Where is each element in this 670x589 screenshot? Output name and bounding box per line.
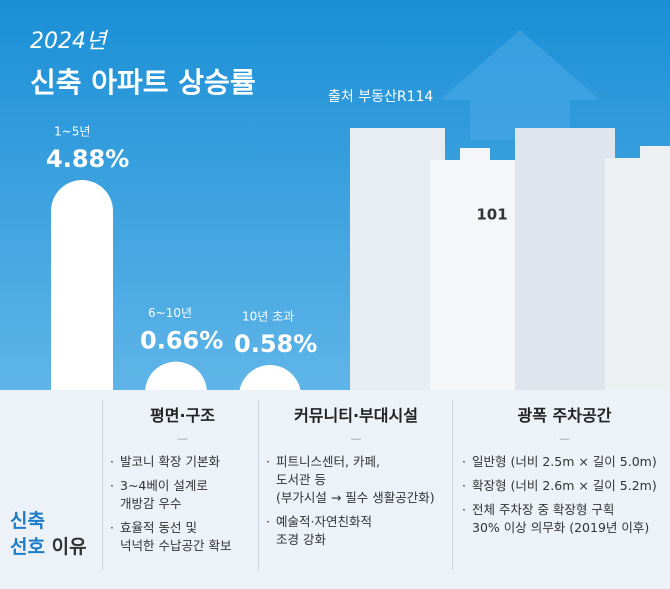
item-line: 조경 강화	[276, 532, 326, 547]
divider: —	[177, 432, 188, 445]
item-line: 전체 주차장 중 확장형 구획	[472, 502, 615, 517]
reason-item: 전체 주차장 중 확장형 구획 30% 이상 의무화 (2019년 이후)	[462, 501, 667, 537]
column-title: 광폭 주차공간	[517, 406, 612, 425]
item-line: 넉넉한 수납공간 확보	[120, 538, 232, 553]
column-title: 평면·구조	[150, 406, 215, 425]
heading-part: 신축	[10, 510, 45, 532]
heading-part: 선호	[10, 536, 45, 558]
item-line: 도서관 등	[276, 472, 326, 487]
item-line: 일반형 (너비 2.5m × 길이 5.0m)	[472, 454, 657, 469]
item-line: 개방감 우수	[120, 496, 182, 511]
value-label: 4.88%	[46, 145, 129, 173]
item-line: 피트니스센터, 카페,	[276, 454, 380, 469]
category-label: 10년 초과	[242, 310, 294, 324]
category-label: 6~10년	[148, 306, 192, 320]
item-line: 확장형 (너비 2.6m × 길이 5.2m)	[472, 478, 657, 493]
heading-part: 이유	[51, 536, 87, 558]
item-line: 3~4베이 설계로	[120, 478, 208, 493]
divider: —	[559, 432, 570, 445]
chart: 101 2024년 신축 아파트 상승률 출처 부동산R114 1~5년 4.88…	[0, 0, 670, 390]
reason-column: 커뮤니티·부대시설 — 피트니스센터, 카페, 도서관 등 (부가시설 → 필수 생활공…	[266, 402, 446, 555]
buildings	[350, 128, 670, 390]
item-line: 예술적·자연친화적	[276, 514, 372, 529]
item-line: 30% 이상 의무화 (2019년 이후)	[472, 520, 650, 535]
item-line: 발코니 확장 기본화	[120, 454, 220, 469]
reason-item: 피트니스센터, 카페, 도서관 등 (부가시설 → 필수 생활공간화)	[266, 453, 446, 507]
value-label: 0.58%	[234, 330, 317, 358]
reason-item: 발코니 확장 기본화	[110, 453, 255, 471]
separator	[258, 400, 259, 570]
reason-item: 확장형 (너비 2.6m × 길이 5.2m)	[462, 477, 667, 495]
separator	[452, 400, 453, 570]
item-line: (부가시설 → 필수 생활공간화)	[276, 490, 435, 505]
bar	[51, 180, 113, 430]
source: 출처 부동산R114	[328, 89, 433, 105]
reason-column: 광폭 주차공간 — 일반형 (너비 2.5m × 길이 5.0m) 확장형 (너비 2…	[462, 402, 667, 543]
separator	[102, 400, 103, 570]
arrow	[440, 30, 600, 140]
column-title: 커뮤니티·부대시설	[294, 406, 418, 425]
category-label: 1~5년	[54, 125, 90, 139]
value-label: 0.66%	[140, 327, 223, 355]
item-line: 효율적 동선 및	[120, 520, 197, 535]
divider: —	[350, 432, 362, 445]
subtitle: 2024년	[30, 29, 109, 54]
reason-item: 일반형 (너비 2.5m × 길이 5.0m)	[462, 453, 667, 471]
chart-title: 신축 아파트 상승률	[30, 66, 256, 99]
building-number: 101	[476, 206, 507, 224]
